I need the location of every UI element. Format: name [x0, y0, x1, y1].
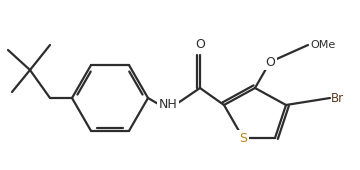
Text: OMe: OMe — [310, 40, 335, 50]
Text: O: O — [195, 38, 205, 51]
Text: Br: Br — [331, 91, 344, 105]
Text: S: S — [239, 132, 247, 144]
Text: NH: NH — [159, 98, 177, 112]
Text: O: O — [265, 55, 275, 69]
